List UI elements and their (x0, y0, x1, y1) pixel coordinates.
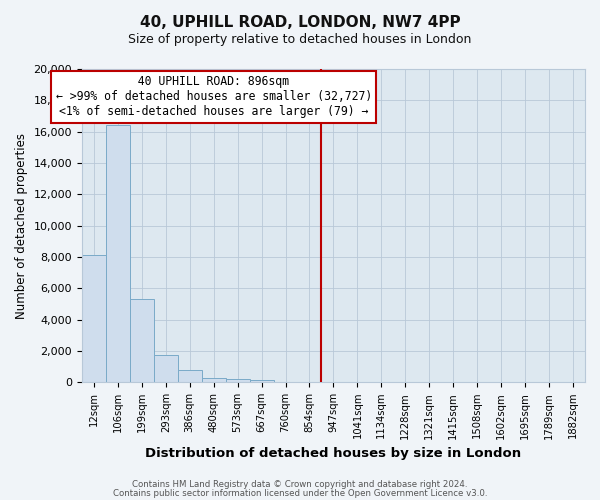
Text: Size of property relative to detached houses in London: Size of property relative to detached ho… (128, 32, 472, 46)
Bar (250, 380, 274, 382)
Bar (106, 126, 130, 382)
Bar (154, 355, 178, 382)
Bar (178, 370, 202, 382)
Y-axis label: Number of detached properties: Number of detached properties (15, 132, 28, 318)
Text: 40, UPHILL ROAD, LONDON, NW7 4PP: 40, UPHILL ROAD, LONDON, NW7 4PP (140, 15, 460, 30)
Bar (202, 378, 226, 382)
X-axis label: Distribution of detached houses by size in London: Distribution of detached houses by size … (145, 447, 521, 460)
Text: Contains HM Land Registry data © Crown copyright and database right 2024.: Contains HM Land Registry data © Crown c… (132, 480, 468, 489)
Text: 40 UPHILL ROAD: 896sqm  
← >99% of detached houses are smaller (32,727)
<1% of s: 40 UPHILL ROAD: 896sqm ← >99% of detache… (56, 76, 372, 118)
Bar (130, 299, 154, 382)
Bar (226, 379, 250, 382)
Text: Contains public sector information licensed under the Open Government Licence v3: Contains public sector information licen… (113, 488, 487, 498)
Bar (82, 256, 106, 382)
